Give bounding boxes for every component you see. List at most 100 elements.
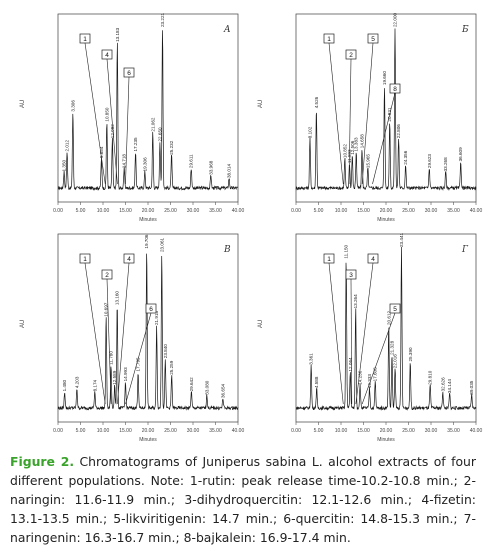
callout-leader — [117, 262, 130, 405]
callout-number: 6 — [127, 70, 131, 77]
peak-label: 19.706 — [144, 234, 149, 248]
peak-label: 13.264 — [353, 294, 358, 308]
x-tick-label: 30.00 — [425, 428, 438, 434]
chromatogram-trace — [57, 253, 239, 411]
x-tick-label: 20.00 — [142, 428, 155, 434]
plot-frame — [295, 13, 477, 203]
peak-label: 29.810 — [428, 370, 433, 384]
chromatogram-chart: Б AU 0.00 5.00 10.00 15.00 20.00 25.00 30.00 35.0… — [258, 13, 483, 223]
peak-label: 33.080 — [204, 380, 209, 394]
x-tick-label: 40.00 — [232, 208, 245, 214]
y-axis-label: AU — [258, 320, 264, 328]
x-tick-label: 10.00 — [97, 428, 110, 434]
peak-label: 23.840 — [163, 344, 168, 358]
panel-label: Г — [461, 245, 469, 255]
peak-label: 21.918 — [154, 311, 159, 325]
x-tick-label: 25.00 — [164, 428, 177, 434]
chromatogram-trace — [295, 28, 477, 191]
panel-label: В — [223, 245, 231, 255]
chromatogram-chart: Г AU 0.00 5.00 10.00 15.00 20.00 25.00 30.00 35.0… — [258, 233, 483, 443]
peak-label: 4.526 — [314, 96, 319, 108]
callout-leader — [328, 42, 344, 185]
y-axis-label: AU — [20, 100, 26, 108]
peak-label: 3.361 — [309, 353, 314, 365]
x-tick-label: 5.00 — [76, 428, 86, 434]
x-tick-label: 20.00 — [380, 208, 393, 214]
y-axis-label: AU — [258, 100, 264, 108]
peak-label: 22.016 — [393, 354, 398, 368]
x-tick-label: 5.00 — [314, 208, 324, 214]
peak-label: 1.480 — [62, 379, 67, 391]
peak-label: 24.356 — [403, 150, 408, 164]
callout-leader — [84, 262, 106, 405]
peak-label: 17.795 — [136, 357, 141, 371]
callout-number: 1 — [83, 256, 87, 263]
x-tick-label: 15.00 — [119, 208, 132, 214]
peak-label: 29.623 — [427, 154, 432, 168]
x-tick-label: 20.00 — [142, 208, 155, 214]
peak-label: 23.221 — [160, 13, 165, 27]
peak-label: 21.328 — [390, 340, 395, 354]
x-tick-label: 20.00 — [380, 428, 393, 434]
peak-label: 36.609 — [458, 147, 463, 161]
callout-number: 2 — [105, 272, 109, 279]
callout-leader — [125, 312, 152, 405]
callout-leader — [348, 58, 352, 185]
peak-label: 25.390 — [408, 347, 413, 361]
chromatogram-chart: В AU 0.00 5.00 10.00 15.00 20.00 25.00 30.00 35.0… — [20, 233, 244, 443]
x-tick-label: 40.00 — [470, 428, 483, 434]
x-tick-label: 15.00 — [119, 428, 132, 434]
figure-caption-text: Chromatograms of Juniperus sabina L. alc… — [10, 454, 476, 545]
callout-number: 5 — [393, 306, 397, 313]
callout-number: 6 — [149, 306, 153, 313]
callout-leader — [106, 278, 112, 405]
callout-number: 8 — [393, 86, 397, 93]
peak-label: 12.506 — [350, 140, 355, 154]
callout-number: 1 — [327, 36, 331, 43]
x-tick-label: 40.00 — [470, 208, 483, 214]
callout-leader — [361, 42, 374, 185]
x-tick-label: 35.00 — [447, 428, 460, 434]
peak-label: 23.061 — [159, 238, 164, 252]
peak-label: 34.144 — [447, 379, 452, 393]
x-tick-label: 0.00 — [53, 208, 63, 214]
callout-leader — [355, 262, 374, 405]
peak-label: 4.588 — [314, 376, 319, 388]
callout-number: 3 — [349, 272, 353, 279]
callout-number: 1 — [327, 256, 331, 263]
callout-leader — [328, 262, 344, 405]
peak-label: 20.612 — [386, 311, 391, 325]
peak-label: 17.235 — [133, 137, 138, 151]
x-tick-label: 30.00 — [187, 428, 200, 434]
chromatogram-trace — [57, 30, 239, 191]
callout-leader — [361, 312, 396, 405]
peak-label: 19.306 — [142, 157, 147, 171]
peak-label: 29.611 — [189, 154, 194, 168]
peak-label: 17.608 — [373, 367, 378, 381]
peak-label: 13.383 — [354, 137, 359, 151]
peak-label: 32.626 — [440, 377, 445, 391]
y-axis-label: AU — [20, 320, 26, 328]
x-axis-label: Minutes — [377, 437, 395, 443]
x-axis-label: Minutes — [139, 217, 157, 223]
peak-label: 4.203 — [74, 376, 79, 388]
peak-label: 14.658 — [360, 134, 365, 148]
peak-label: 12.064 — [348, 357, 353, 371]
chromatogram-panel-c: В AU 0.00 5.00 10.00 15.00 20.00 25.00 30.00 35.0… — [8, 226, 246, 444]
peak-label: 33.268 — [443, 157, 448, 171]
peak-label: 33.968 — [208, 160, 213, 174]
x-tick-label: 0.00 — [291, 208, 301, 214]
x-tick-label: 5.00 — [76, 208, 86, 214]
peak-label: 22.650 — [157, 127, 162, 141]
callout-leader — [106, 58, 118, 185]
callout-number: 5 — [371, 36, 375, 43]
x-tick-label: 15.00 — [357, 208, 370, 214]
peak-label: 25.259 — [169, 360, 174, 374]
x-tick-label: 0.00 — [291, 428, 301, 434]
peak-label: 23.441 — [399, 233, 404, 247]
chromatogram-panel-a: A AU 0.00 5.00 10.00 15.00 20.00 25.00 30.00 35.0… — [8, 6, 246, 224]
x-tick-label: 15.00 — [357, 428, 370, 434]
chromatogram-chart: A AU 0.00 5.00 10.00 15.00 20.00 25.00 30.00 35.0… — [20, 13, 245, 223]
x-tick-label: 35.00 — [209, 428, 222, 434]
peak-label: 2.012 — [65, 140, 70, 152]
